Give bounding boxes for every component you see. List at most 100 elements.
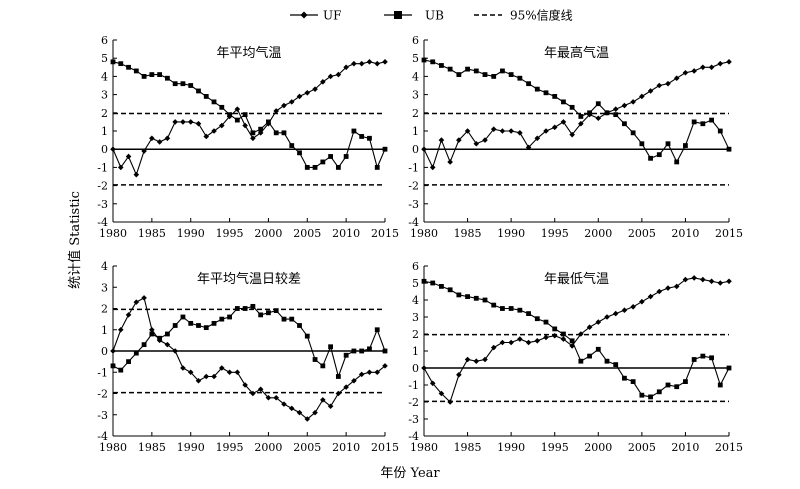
uf-point <box>234 106 241 112</box>
ub-point <box>374 327 380 333</box>
ub-point <box>587 110 592 116</box>
uf-point <box>110 146 116 152</box>
uf-point <box>133 171 140 178</box>
ub-point <box>534 316 540 322</box>
ub-point <box>165 75 170 81</box>
ub-point <box>508 306 514 311</box>
legend-uf-label: UF <box>323 9 341 23</box>
ub-point <box>561 99 566 105</box>
ub-point <box>622 375 627 381</box>
x-tick-label: 2000 <box>584 441 612 454</box>
y-tick-label: 1 <box>101 324 108 337</box>
uf-point <box>304 416 311 422</box>
y-tick-label: 5 <box>101 52 108 65</box>
ub-point <box>328 344 333 350</box>
x-tick-label: 1980 <box>99 227 127 240</box>
x-tick-label: 1980 <box>99 441 127 454</box>
uf-point <box>351 60 357 67</box>
y-tick-label: -2 <box>408 396 419 409</box>
uf-point <box>525 144 532 151</box>
uf-point <box>490 126 497 132</box>
panel-title: 年最高气温 <box>544 45 609 61</box>
uf-point <box>156 139 163 145</box>
ub-point <box>196 88 201 94</box>
ub-point <box>367 346 372 352</box>
y-tick-label: 1 <box>101 125 108 138</box>
uf-point <box>569 131 575 138</box>
uf-point <box>366 369 373 376</box>
uf-point <box>149 135 155 142</box>
ub-point <box>543 90 549 96</box>
y-tick-label: 3 <box>101 281 108 294</box>
y-tick-label: 1 <box>412 345 419 358</box>
y-tick-label: -3 <box>97 409 108 422</box>
uf-point <box>612 106 619 112</box>
ub-point <box>613 362 619 367</box>
ub-point <box>500 68 505 74</box>
ub-point <box>149 331 155 337</box>
ub-point <box>335 374 341 379</box>
ub-point <box>351 348 357 354</box>
ub-point <box>141 74 147 79</box>
ub-point <box>250 130 256 136</box>
ub-point <box>281 316 287 322</box>
uf-point <box>242 122 248 129</box>
uf-point <box>708 64 715 71</box>
ub-point <box>227 314 232 320</box>
y-tick-label: 4 <box>101 260 108 273</box>
x-tick-label: 1995 <box>216 441 244 454</box>
x-tick-label: 2015 <box>371 441 399 454</box>
ub-point <box>133 68 139 74</box>
uf-point <box>665 285 671 291</box>
ub-point <box>289 316 295 322</box>
uf-point <box>273 108 279 114</box>
uf-point <box>374 60 381 67</box>
panel-title: 年平均气温日较差 <box>197 271 301 287</box>
y-tick-label: -1 <box>408 161 419 174</box>
ub-point <box>328 154 333 159</box>
ub-point <box>118 367 124 373</box>
ub-point <box>482 72 488 77</box>
legend-item-ci: 95%信度线 <box>474 8 573 23</box>
uf-point <box>320 79 326 85</box>
uf-point <box>551 332 558 339</box>
uf-point <box>534 338 541 344</box>
x-tick-label: 1985 <box>138 227 166 240</box>
ub-point <box>351 128 357 134</box>
y-tick-label: -1 <box>97 161 108 174</box>
ub-point <box>717 382 723 388</box>
y-tick-label: 2 <box>412 328 419 341</box>
ub-point <box>343 154 349 159</box>
uf-point <box>343 384 349 390</box>
uf-point <box>288 99 295 105</box>
ub-point <box>157 72 163 77</box>
uf-point <box>517 130 523 136</box>
ub-point <box>203 94 209 99</box>
y-tick-label: -3 <box>408 198 419 211</box>
uf-point <box>691 275 697 281</box>
uf-point <box>447 159 453 165</box>
y-tick-label: 0 <box>412 143 419 156</box>
uf-point <box>141 295 147 301</box>
ub-point <box>126 64 131 70</box>
uf-point <box>257 386 264 393</box>
ub-point <box>491 74 497 79</box>
ub-point <box>595 346 601 352</box>
chart-panel-2: -4 -3 -2 -1 0 1 2 3 4 5 6 1980 1985 1990 1995 2000 2005 2… <box>408 34 743 240</box>
uf-point <box>117 164 124 171</box>
y-tick-label: 5 <box>412 52 419 65</box>
uf-point <box>647 88 654 94</box>
uf-point <box>211 128 217 134</box>
uf-point <box>543 128 549 134</box>
x-tick-label: 1990 <box>497 227 525 240</box>
y-tick-label: 4 <box>412 294 419 307</box>
ub-point <box>367 135 372 141</box>
uf-point <box>164 341 171 348</box>
ub-point <box>234 306 240 311</box>
uf-point <box>534 135 541 142</box>
uf-point <box>327 73 334 80</box>
uf-point <box>456 137 462 143</box>
ub-point <box>304 165 310 170</box>
uf-point <box>700 276 706 283</box>
uf-point <box>374 369 381 376</box>
